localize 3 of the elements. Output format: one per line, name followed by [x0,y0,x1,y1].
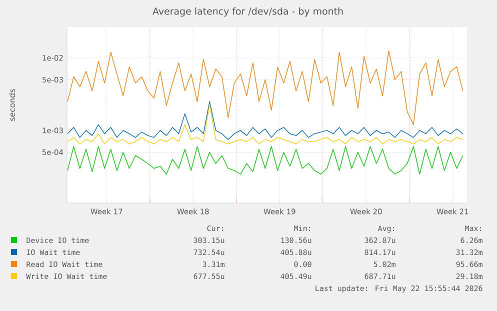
line-series [67,146,464,174]
line-series [67,50,464,126]
chart-title: Average latency for /dev/sda - by month [152,7,343,17]
